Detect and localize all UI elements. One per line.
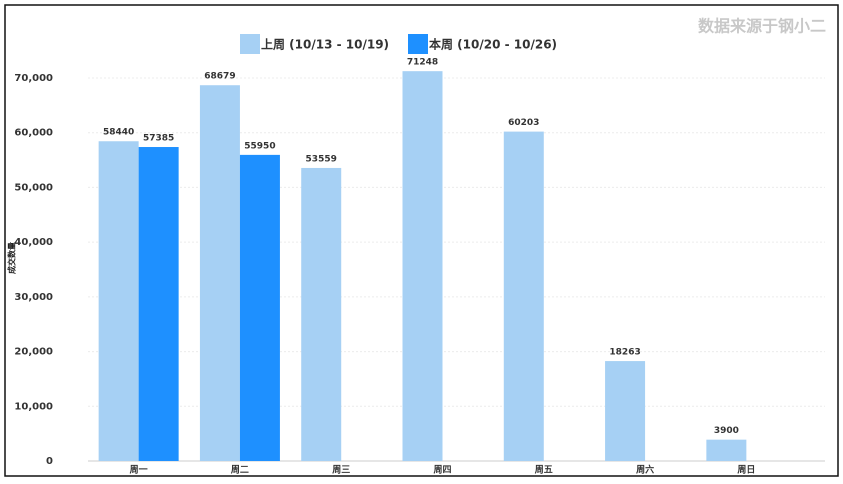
value-label: 60203	[508, 118, 539, 128]
value-label: 3900	[714, 426, 739, 436]
bar	[503, 131, 544, 462]
bar	[605, 361, 646, 461]
y-axis-label: 成交数量	[7, 242, 17, 274]
x-tick-label: 周日	[737, 465, 755, 476]
x-tick-label: 周五	[535, 465, 553, 476]
x-tick-label: 周一	[130, 465, 148, 476]
value-label: 68679	[204, 72, 235, 82]
bar	[98, 141, 139, 462]
legend-label: 本周 (10/20 - 10/26)	[429, 37, 557, 52]
x-tick-label: 周六	[636, 464, 654, 476]
y-tick-label: 0	[46, 456, 53, 467]
bar	[301, 167, 342, 461]
y-tick-label: 20,000	[14, 347, 53, 358]
value-label: 57385	[143, 134, 174, 144]
y-tick-label: 70,000	[14, 73, 53, 84]
legend-label: 上周 (10/13 - 10/19)	[261, 37, 389, 52]
x-tick-label: 周三	[332, 465, 350, 476]
y-tick-label: 10,000	[14, 401, 53, 412]
bar	[706, 439, 747, 461]
x-tick-label: 周四	[433, 465, 451, 476]
bar	[402, 71, 443, 461]
x-tick-label: 周二	[231, 465, 249, 476]
value-label: 18263	[609, 348, 640, 358]
bar	[199, 85, 240, 462]
y-tick-label: 50,000	[14, 182, 53, 193]
y-tick-label: 60,000	[14, 128, 53, 139]
legend-swatch	[408, 34, 428, 54]
legend-swatch	[240, 34, 260, 54]
value-label: 55950	[244, 141, 275, 151]
value-label: 53559	[306, 154, 337, 164]
value-label: 58440	[103, 128, 134, 138]
y-tick-label: 30,000	[14, 292, 53, 303]
bar	[239, 154, 280, 461]
source-note: 数据来源于钢小二	[698, 17, 826, 36]
value-label: 71248	[407, 58, 438, 68]
y-tick-label: 40,000	[14, 237, 53, 248]
bar	[138, 147, 179, 461]
